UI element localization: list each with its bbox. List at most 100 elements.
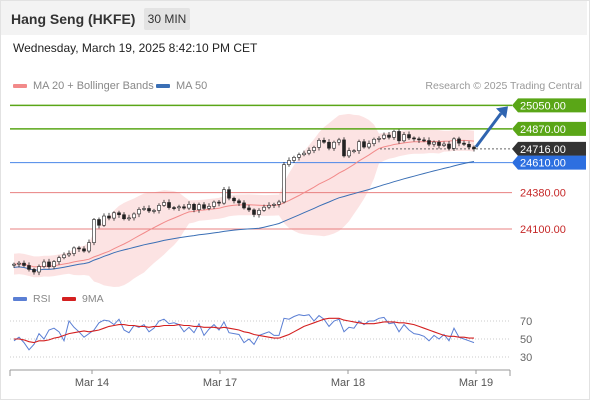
candle-body <box>267 205 271 208</box>
rsi-line <box>13 314 475 351</box>
candle-body <box>12 263 16 266</box>
candle-body <box>347 150 351 157</box>
candle-body <box>437 141 441 146</box>
candle <box>22 260 26 268</box>
candle-body <box>202 204 206 209</box>
candle-body <box>247 207 251 211</box>
candle-body <box>357 141 361 151</box>
candle <box>417 136 421 144</box>
candle-body <box>457 138 461 144</box>
candle <box>262 204 266 212</box>
candle <box>467 141 471 150</box>
candle <box>142 205 146 211</box>
candle-body <box>417 138 421 141</box>
legend-rsi: RSI <box>13 293 51 305</box>
forecast-arrow-shaft <box>474 112 503 148</box>
candle <box>377 136 381 143</box>
candle-body <box>187 204 191 209</box>
candle-body <box>97 219 101 226</box>
level-label-text: 24380.00 <box>520 188 566 200</box>
candle-body <box>87 242 91 252</box>
level-label-1: 24870.00 <box>512 121 586 136</box>
candle <box>17 261 21 268</box>
candle <box>137 207 141 218</box>
candle-body <box>287 160 291 165</box>
candle <box>97 217 101 229</box>
candle-body <box>22 262 26 266</box>
candle <box>312 145 316 154</box>
ma20-label: MA 20 + Bollinger Bands <box>33 80 154 92</box>
candle-body <box>222 189 226 204</box>
candle <box>317 138 321 151</box>
candle <box>327 139 331 151</box>
candle <box>147 205 151 214</box>
level-label-text: 24716.00 <box>520 144 566 156</box>
level-label-5: 24100.00 <box>520 224 566 236</box>
candle-body <box>262 206 266 211</box>
candle <box>132 212 136 221</box>
candle-body <box>377 138 381 140</box>
candle <box>372 137 376 147</box>
candle-body <box>432 141 436 145</box>
candle <box>362 139 366 149</box>
candle-body <box>92 219 96 243</box>
candle <box>207 203 211 211</box>
candle <box>87 239 91 254</box>
candle-body <box>67 253 71 256</box>
rsi-tick-label: 70 <box>520 316 532 328</box>
candle <box>287 157 291 167</box>
candle <box>37 264 41 276</box>
candle <box>302 150 306 157</box>
candle <box>72 246 76 257</box>
level-label-text: 24870.00 <box>520 124 566 136</box>
candle-body <box>182 206 186 209</box>
candle <box>332 140 336 151</box>
candle-body <box>212 201 216 207</box>
legend-rsi-ma: 9MA <box>62 293 104 305</box>
timeframe-button[interactable]: 30 MIN <box>144 8 190 30</box>
candle <box>177 204 181 211</box>
candle <box>242 200 246 210</box>
candle-body <box>352 150 356 152</box>
candle <box>27 262 31 272</box>
candle-body <box>47 261 51 267</box>
candle <box>167 199 171 210</box>
candle-body <box>37 266 41 273</box>
candle-body <box>312 147 316 151</box>
candle <box>107 212 111 221</box>
rsi-ma-line <box>14 317 474 344</box>
candle <box>252 208 256 218</box>
rsi-swatch <box>13 297 27 301</box>
candle <box>32 267 36 275</box>
candle-body <box>382 134 386 139</box>
ma20-swatch <box>13 84 27 88</box>
candle-body <box>367 143 371 148</box>
candle <box>357 139 361 154</box>
candle-body <box>137 209 141 215</box>
candle-body <box>157 205 161 211</box>
candle <box>297 152 301 161</box>
candle-body <box>447 143 451 149</box>
candle <box>292 155 296 164</box>
level-label-4: 24380.00 <box>520 188 566 200</box>
candle <box>307 147 311 156</box>
candle-body <box>372 138 376 144</box>
candle-body <box>207 206 211 209</box>
candle-body <box>422 139 426 142</box>
x-tick-label: Mar 17 <box>203 377 237 389</box>
candle <box>447 140 451 151</box>
candle <box>92 217 96 246</box>
candle-body <box>392 131 396 138</box>
candle-body <box>242 202 246 209</box>
candle <box>222 187 226 205</box>
candle <box>67 250 71 258</box>
candle <box>42 259 46 269</box>
candle <box>232 196 236 204</box>
candle-body <box>82 248 86 252</box>
candle <box>122 212 126 221</box>
candle <box>347 147 351 158</box>
candle-body <box>132 213 136 219</box>
candle-body <box>257 210 261 215</box>
candle <box>412 136 416 142</box>
